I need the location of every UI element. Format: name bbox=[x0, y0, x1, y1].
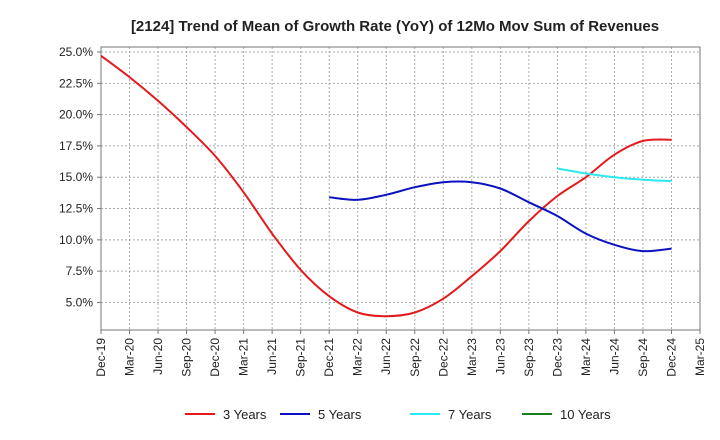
series-line-3-years bbox=[100, 54, 672, 318]
x-axis-ticks: Dec-19 Mar-20 Jun-20 Sep-20 Dec-20 Mar-21 Jun-… bbox=[94, 330, 707, 377]
x-tick-label: Mar-20 bbox=[123, 338, 137, 376]
y-tick-label: 20.0% bbox=[59, 108, 93, 122]
x-tick-label: Sep-20 bbox=[180, 338, 194, 377]
x-tick-label: Sep-23 bbox=[522, 338, 536, 377]
grid-lines bbox=[101, 47, 700, 330]
series-lines bbox=[100, 54, 672, 318]
legend-label-3-years: 3 Years bbox=[223, 407, 267, 422]
legend-label-7-years: 7 Years bbox=[448, 407, 492, 422]
x-tick-label: Dec-21 bbox=[322, 338, 336, 377]
x-tick-label: Mar-23 bbox=[465, 338, 479, 376]
y-tick-label: 10.0% bbox=[59, 233, 93, 247]
plot-area bbox=[100, 46, 701, 331]
x-tick-label: Sep-21 bbox=[294, 338, 308, 377]
x-tick-label: Jun-22 bbox=[379, 338, 393, 375]
y-tick-label: 7.5% bbox=[66, 264, 94, 278]
y-tick-label: 15.0% bbox=[59, 170, 93, 184]
legend-label-10-years: 10 Years bbox=[560, 407, 611, 422]
y-tick-label: 17.5% bbox=[59, 139, 93, 153]
y-tick-label: 12.5% bbox=[59, 202, 93, 216]
x-tick-label: Dec-19 bbox=[94, 338, 108, 377]
x-tick-label: Sep-22 bbox=[408, 338, 422, 377]
x-tick-label: Dec-20 bbox=[208, 338, 222, 377]
y-tick-label: 25.0% bbox=[59, 45, 93, 59]
y-axis-ticks: 25.0% 22.5% 20.0% 17.5% 15.0% 12.5% 10.0% 7.5% 5… bbox=[59, 45, 101, 309]
x-tick-label: Sep-24 bbox=[636, 338, 650, 377]
y-tick-label: 22.5% bbox=[59, 76, 93, 90]
legend: 3 Years 5 Years 7 Years 10 Years bbox=[185, 407, 611, 422]
legend-label-5-years: 5 Years bbox=[318, 407, 362, 422]
x-tick-label: Jun-21 bbox=[265, 338, 279, 375]
series-line-7-years bbox=[557, 167, 672, 182]
x-tick-label: Mar-22 bbox=[351, 338, 365, 376]
x-tick-label: Dec-23 bbox=[550, 338, 564, 377]
y-tick-label: 5.0% bbox=[66, 295, 94, 309]
x-tick-label: Jun-24 bbox=[607, 338, 621, 375]
series-line-5-years bbox=[329, 180, 672, 253]
x-tick-label: Jun-23 bbox=[493, 338, 507, 375]
chart-title: [2124] Trend of Mean of Growth Rate (YoY… bbox=[131, 18, 659, 35]
x-tick-label: Mar-21 bbox=[237, 338, 251, 376]
x-tick-label: Mar-25 bbox=[693, 338, 707, 376]
x-tick-label: Mar-24 bbox=[579, 338, 593, 376]
x-tick-label: Dec-22 bbox=[436, 338, 450, 377]
x-tick-label: Jun-20 bbox=[151, 338, 165, 375]
x-tick-label: Dec-24 bbox=[664, 338, 678, 377]
